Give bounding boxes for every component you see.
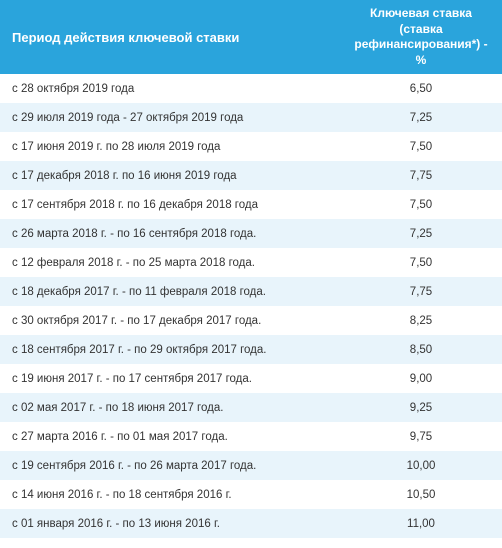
cell-period: с 28 октября 2019 года [0, 76, 340, 102]
table-row: с 29 июля 2019 года - 27 октября 2019 го… [0, 103, 502, 132]
table-row: с 02 мая 2017 г. - по 18 июня 2017 года.… [0, 393, 502, 422]
cell-period: с 14 июня 2016 г. - по 18 сентября 2016 … [0, 482, 340, 508]
cell-rate: 7,75 [340, 163, 502, 189]
cell-rate: 9,75 [340, 424, 502, 450]
cell-rate: 7,25 [340, 221, 502, 247]
cell-rate: 7,50 [340, 134, 502, 160]
cell-period: с 17 декабря 2018 г. по 16 июня 2019 год… [0, 163, 340, 189]
cell-period: с 30 октября 2017 г. - по 17 декабря 201… [0, 308, 340, 334]
cell-period: с 17 сентября 2018 г. по 16 декабря 2018… [0, 192, 340, 218]
table-row: с 17 декабря 2018 г. по 16 июня 2019 год… [0, 161, 502, 190]
table-row: с 19 июня 2017 г. - по 17 сентября 2017 … [0, 364, 502, 393]
cell-period: с 26 марта 2018 г. - по 16 сентября 2018… [0, 221, 340, 247]
cell-rate: 8,25 [340, 308, 502, 334]
cell-rate: 8,50 [340, 337, 502, 363]
table-row: с 18 декабря 2017 г. - по 11 февраля 201… [0, 277, 502, 306]
cell-rate: 7,50 [340, 192, 502, 218]
cell-period: с 19 сентября 2016 г. - по 26 марта 2017… [0, 453, 340, 479]
cell-rate: 11,00 [340, 511, 502, 537]
table-body: с 28 октября 2019 года6,50с 29 июля 2019… [0, 74, 502, 538]
cell-period: с 27 марта 2016 г. - по 01 мая 2017 года… [0, 424, 340, 450]
cell-rate: 6,50 [340, 76, 502, 102]
key-rate-table: Период действия ключевой ставки Ключевая… [0, 0, 502, 538]
table-row: с 14 июня 2016 г. - по 18 сентября 2016 … [0, 480, 502, 509]
cell-rate: 9,00 [340, 366, 502, 392]
cell-period: с 19 июня 2017 г. - по 17 сентября 2017 … [0, 366, 340, 392]
cell-period: с 29 июля 2019 года - 27 октября 2019 го… [0, 105, 340, 131]
cell-rate: 7,50 [340, 250, 502, 276]
table-row: с 28 октября 2019 года6,50 [0, 74, 502, 103]
table-header: Период действия ключевой ставки Ключевая… [0, 0, 502, 74]
cell-rate: 9,25 [340, 395, 502, 421]
header-period: Период действия ключевой ставки [0, 0, 340, 74]
table-row: с 12 февраля 2018 г. - по 25 марта 2018 … [0, 248, 502, 277]
cell-period: с 12 февраля 2018 г. - по 25 марта 2018 … [0, 250, 340, 276]
table-row: с 27 марта 2016 г. - по 01 мая 2017 года… [0, 422, 502, 451]
table-row: с 17 июня 2019 г. по 28 июля 2019 года7,… [0, 132, 502, 161]
table-row: с 01 января 2016 г. - по 13 июня 2016 г.… [0, 509, 502, 538]
cell-rate: 7,75 [340, 279, 502, 305]
table-row: с 18 сентября 2017 г. - по 29 октября 20… [0, 335, 502, 364]
cell-period: с 01 января 2016 г. - по 13 июня 2016 г. [0, 511, 340, 537]
cell-period: с 17 июня 2019 г. по 28 июля 2019 года [0, 134, 340, 160]
cell-period: с 02 мая 2017 г. - по 18 июня 2017 года. [0, 395, 340, 421]
cell-rate: 10,50 [340, 482, 502, 508]
table-row: с 19 сентября 2016 г. - по 26 марта 2017… [0, 451, 502, 480]
table-row: с 17 сентября 2018 г. по 16 декабря 2018… [0, 190, 502, 219]
cell-rate: 10,00 [340, 453, 502, 479]
table-row: с 30 октября 2017 г. - по 17 декабря 201… [0, 306, 502, 335]
header-rate: Ключевая ставка (ставка рефинансирования… [340, 0, 502, 74]
cell-rate: 7,25 [340, 105, 502, 131]
cell-period: с 18 декабря 2017 г. - по 11 февраля 201… [0, 279, 340, 305]
table-row: с 26 марта 2018 г. - по 16 сентября 2018… [0, 219, 502, 248]
cell-period: с 18 сентября 2017 г. - по 29 октября 20… [0, 337, 340, 363]
